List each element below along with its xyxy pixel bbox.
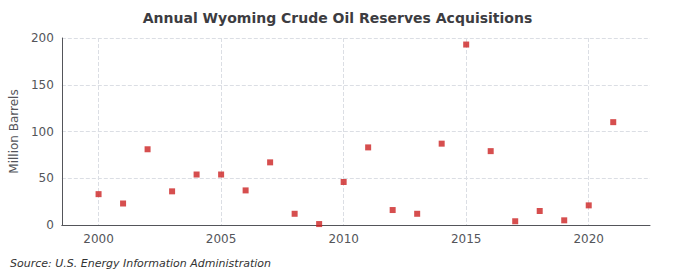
svg-text:100: 100 [31, 125, 54, 139]
svg-text:2020: 2020 [573, 232, 604, 246]
svg-text:Annual Wyoming Crude Oil Reser: Annual Wyoming Crude Oil Reserves Acquis… [143, 10, 533, 26]
svg-text:Source: U.S. Energy Informatio: Source: U.S. Energy Information Administ… [10, 257, 271, 270]
svg-text:150: 150 [31, 78, 54, 92]
svg-text:Million Barrels: Million Barrels [7, 89, 21, 173]
svg-text:2015: 2015 [451, 232, 482, 246]
svg-text:2010: 2010 [328, 232, 359, 246]
svg-text:2005: 2005 [206, 232, 237, 246]
svg-text:50: 50 [39, 171, 54, 185]
svg-text:0: 0 [46, 218, 54, 232]
svg-text:2000: 2000 [83, 232, 114, 246]
svg-text:200: 200 [31, 31, 54, 45]
